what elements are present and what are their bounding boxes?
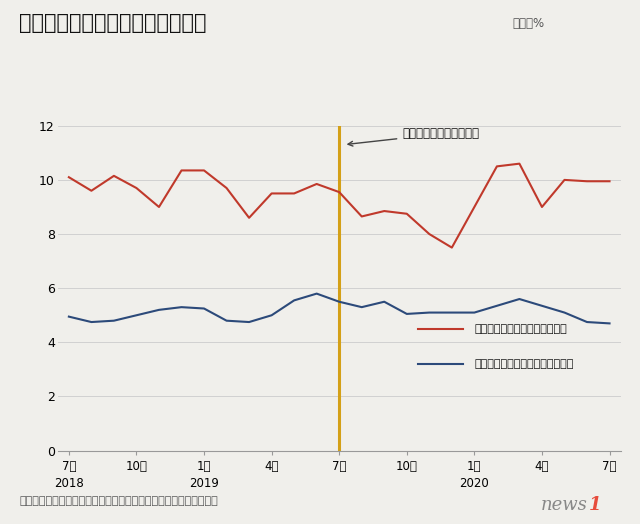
Text: 1: 1 xyxy=(589,496,602,514)
Text: 資料：オックスフォード・エコノミクス、ヘイバー・アナリティク: 資料：オックスフォード・エコノミクス、ヘイバー・アナリティク xyxy=(19,496,218,506)
Text: news: news xyxy=(541,496,588,514)
Text: 韓国輸入額のうち、日本の割合: 韓国輸入額のうち、日本の割合 xyxy=(474,324,567,334)
Text: 韓国の輸出入で日本が占める割合: 韓国の輸出入で日本が占める割合 xyxy=(19,13,207,33)
Text: 単位：%: 単位：% xyxy=(512,17,544,30)
Text: 日本による対韓輸出規制: 日本による対韓輸出規制 xyxy=(348,127,479,146)
Text: 韓国の輸出額のうち、日本の割合: 韓国の輸出額のうち、日本の割合 xyxy=(474,359,573,369)
